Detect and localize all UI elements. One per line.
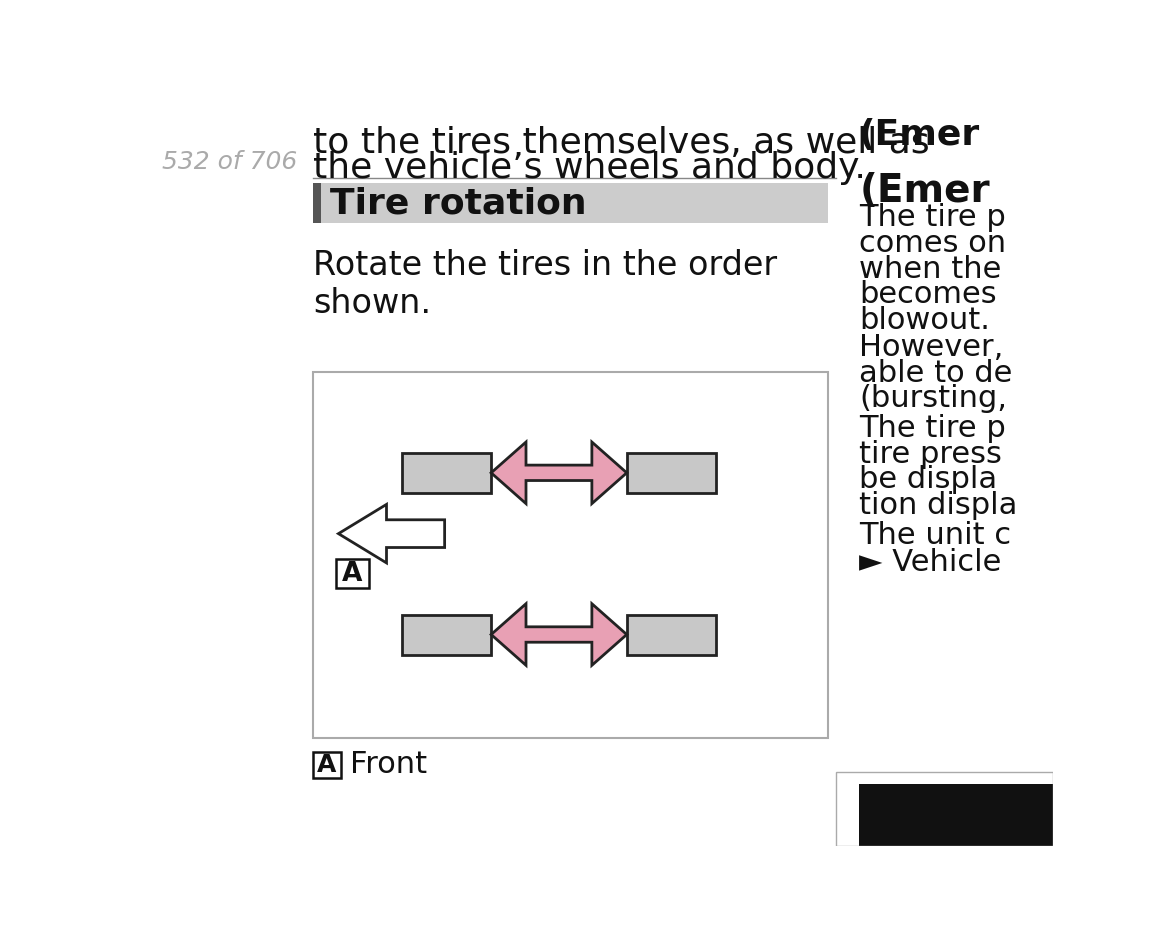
Bar — [312, 372, 828, 738]
Polygon shape — [592, 603, 627, 665]
Text: tire press: tire press — [859, 440, 1003, 468]
Bar — [627, 453, 716, 493]
Text: blowout.: blowout. — [859, 306, 990, 334]
Text: 532 of 706: 532 of 706 — [161, 150, 297, 174]
Text: The tire p: The tire p — [859, 414, 1006, 444]
Bar — [526, 466, 592, 481]
Polygon shape — [338, 504, 445, 563]
Text: Rotate the tires in the order: Rotate the tires in the order — [312, 249, 777, 282]
Bar — [312, 183, 322, 223]
Text: Tire rotation: Tire rotation — [330, 186, 586, 220]
Text: ► Vehicle: ► Vehicle — [859, 547, 1002, 577]
Text: be displa: be displa — [859, 466, 997, 494]
Bar — [402, 453, 491, 493]
Text: the vehicle’s wheels and body.: the vehicle’s wheels and body. — [312, 151, 866, 185]
Bar — [312, 751, 340, 778]
Bar — [526, 627, 592, 642]
Text: The unit c: The unit c — [859, 521, 1011, 549]
Text: tion displa: tion displa — [859, 490, 1018, 520]
Text: becomes: becomes — [859, 280, 997, 310]
Text: when the: when the — [859, 255, 1002, 284]
Text: However,: However, — [859, 333, 1004, 363]
Text: (bursting,: (bursting, — [859, 384, 1007, 413]
Text: able to de: able to de — [859, 359, 1012, 388]
Polygon shape — [592, 442, 627, 504]
Text: (Emer: (Emer — [859, 118, 980, 152]
Bar — [627, 615, 716, 655]
Bar — [312, 183, 828, 223]
Polygon shape — [491, 442, 526, 504]
Bar — [859, 784, 1053, 846]
Text: comes on: comes on — [859, 230, 1006, 258]
Text: The tire p: The tire p — [859, 202, 1006, 232]
Text: to the tires themselves, as well as: to the tires themselves, as well as — [312, 125, 929, 160]
Text: A: A — [317, 752, 337, 777]
Bar — [837, 772, 1053, 846]
Text: (Emer: (Emer — [859, 172, 990, 210]
Text: Front: Front — [350, 750, 427, 779]
Text: A: A — [342, 560, 363, 587]
Bar — [336, 559, 369, 588]
Text: shown.: shown. — [312, 287, 431, 320]
Bar — [402, 615, 491, 655]
Polygon shape — [491, 603, 526, 665]
